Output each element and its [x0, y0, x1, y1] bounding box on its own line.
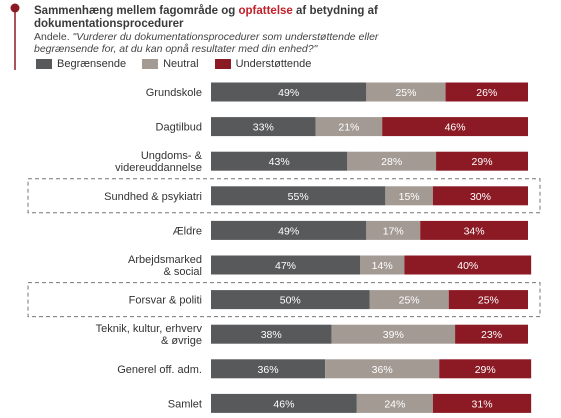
- legend-label: Neutral: [163, 58, 199, 70]
- data-label: 49%: [278, 225, 299, 237]
- title-part: af betydning af: [292, 5, 378, 17]
- category-label: Samlet: [168, 398, 202, 410]
- category-label: Arbejdsmarked & social: [128, 254, 202, 278]
- legend: Begrænsende Neutral Understøttende: [36, 57, 327, 71]
- data-label: 30%: [470, 191, 491, 203]
- data-label: 34%: [464, 225, 485, 237]
- data-label: 25%: [399, 295, 420, 307]
- bar-segment: [448, 290, 528, 310]
- legend-swatch: [214, 59, 231, 69]
- chart-title: Sammenhæng mellem fagområde og opfattels…: [34, 5, 554, 18]
- data-label: 24%: [384, 398, 405, 410]
- bar-segment: [211, 359, 326, 379]
- data-label: 43%: [269, 156, 290, 168]
- bar-segment: [211, 186, 386, 206]
- title-part: Sammenhæng mellem fagområde og: [34, 5, 239, 17]
- legend-label: Begrænsende: [57, 58, 127, 70]
- data-label: 46%: [445, 122, 466, 134]
- data-label: 23%: [481, 329, 502, 341]
- bar-segment: [420, 220, 528, 240]
- category-label: Dagtilbud: [156, 122, 202, 134]
- data-label: 49%: [278, 87, 299, 99]
- category-label: Grundskole: [146, 87, 202, 99]
- bar-segment: [382, 117, 528, 137]
- bar-segment: [211, 324, 332, 344]
- title-block: Sammenhæng mellem fagområde og opfattels…: [34, 5, 554, 55]
- data-label: 33%: [253, 122, 274, 134]
- data-label: 46%: [273, 398, 294, 410]
- data-label: 25%: [395, 87, 416, 99]
- bar-segment: [445, 82, 528, 102]
- bar-segment: [211, 151, 348, 171]
- bar-segment: [211, 393, 357, 413]
- data-label: 15%: [399, 191, 420, 203]
- data-label: 47%: [275, 260, 296, 272]
- bar-segment: [436, 151, 528, 171]
- bar-segment: [385, 186, 433, 206]
- category-label: Ungdoms- & videreuddannelse: [115, 150, 203, 174]
- legend-swatch: [142, 59, 159, 69]
- bar-segment: [315, 117, 383, 137]
- bar-segment: [356, 393, 433, 413]
- data-label: 21%: [338, 122, 359, 134]
- subtitle-line1: "Vurderer du dokumentationsprocedurer so…: [72, 31, 379, 43]
- bar-segment: [211, 117, 316, 137]
- highlight-box: [27, 178, 541, 214]
- category-label: Sundhed & psykiatri: [104, 191, 202, 203]
- data-label: 29%: [475, 364, 496, 376]
- chart-subtitle: Andele. "Vurderer du dokumentationsproce…: [34, 31, 554, 43]
- category-label: Forsvar & politi: [129, 295, 202, 307]
- bar-segment: [211, 220, 367, 240]
- data-label: 38%: [261, 329, 282, 341]
- category-label: Ældre: [173, 225, 202, 237]
- data-label: 28%: [381, 156, 402, 168]
- bar-segment: [325, 359, 440, 379]
- data-label: 25%: [478, 295, 499, 307]
- category-label: Generel off. adm.: [117, 364, 202, 376]
- bar-segment: [369, 290, 449, 310]
- bar-segment: [331, 324, 456, 344]
- data-label: 14%: [372, 260, 393, 272]
- category-label: Teknik, kultur, erhverv & øvrige: [96, 323, 203, 347]
- bar-segment: [432, 393, 532, 413]
- bar-segment: [455, 324, 528, 344]
- legend-label: Understøttende: [235, 58, 312, 70]
- bar-segment: [347, 151, 437, 171]
- chart-title-line2: dokumentationsprocedurer: [34, 18, 184, 30]
- title-highlight: opfattelse: [238, 5, 293, 17]
- bar-segment: [211, 82, 367, 102]
- data-label: 39%: [383, 329, 404, 341]
- data-label: 40%: [457, 260, 478, 272]
- bar-segment: [366, 82, 446, 102]
- bar-segment: [211, 290, 370, 310]
- legend-swatch: [36, 59, 52, 69]
- bar-segment: [366, 220, 421, 240]
- chart-subtitle-line2: begrænsende for, at du kan opnå resultat…: [34, 43, 318, 55]
- data-label: 26%: [476, 87, 497, 99]
- bar-segment: [211, 255, 360, 275]
- legend-item: Understøttende: [214, 58, 312, 70]
- bar-segment: [404, 255, 532, 275]
- data-label: 55%: [288, 191, 309, 203]
- data-label: 29%: [472, 156, 493, 168]
- data-label: 36%: [372, 364, 393, 376]
- legend-item: Begrænsende: [36, 58, 126, 70]
- data-label: 17%: [383, 225, 404, 237]
- bar-segment: [359, 255, 405, 275]
- bar-segment: [439, 359, 532, 379]
- data-label: 50%: [280, 295, 301, 307]
- legend-item: Neutral: [142, 58, 199, 70]
- bar-segment: [432, 186, 528, 206]
- data-label: 31%: [472, 398, 493, 410]
- subtitle-prefix: Andele.: [34, 31, 73, 43]
- data-label: 36%: [258, 364, 279, 376]
- pin-decoration: [10, 3, 20, 70]
- highlight-box: [27, 282, 541, 318]
